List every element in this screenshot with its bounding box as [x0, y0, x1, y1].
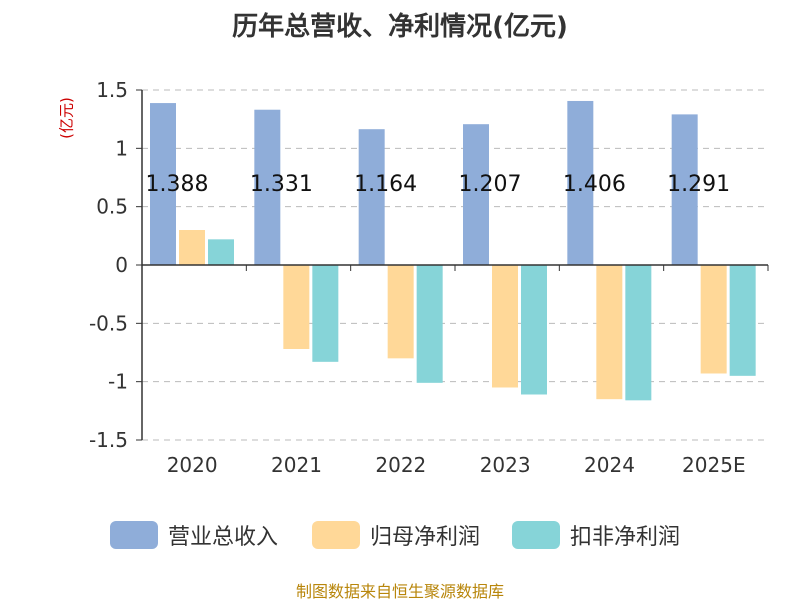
legend-swatch-deducted-profit: [512, 521, 560, 549]
bar-deducted-profit-2020: [208, 239, 234, 265]
bar-net-profit-2023: [492, 265, 518, 388]
y-tick-label: 1: [115, 136, 128, 160]
y-tick-label: 1.5: [96, 78, 128, 102]
data-label: 1.291: [667, 172, 730, 197]
legend-swatch-net-profit: [312, 521, 360, 549]
bar-deducted-profit-2025E: [729, 265, 756, 376]
legend: 营业总收入 归母净利润 扣非净利润: [0, 520, 800, 550]
bar-revenue-2024: [567, 100, 594, 265]
legend-label-deducted-profit: 扣非净利润: [570, 525, 681, 550]
y-tick-label: -1: [108, 370, 128, 394]
y-tick-label: -0.5: [89, 311, 128, 335]
bar-net-profit-2021: [283, 265, 310, 349]
y-tick-label: 0: [115, 253, 128, 277]
data-label: 1.331: [250, 172, 313, 197]
data-source-note: 制图数据来自恒生聚源数据库: [295, 582, 504, 601]
bar-revenue-2025E: [671, 114, 698, 265]
legend-label-net-profit: 归母净利润: [370, 525, 481, 550]
legend-swatch-revenue: [110, 521, 158, 549]
data-label: 1.388: [146, 172, 209, 197]
legend-item-revenue[interactable]: 营业总收入: [110, 520, 278, 550]
bar-revenue-2020: [150, 103, 176, 265]
x-tick-label: 2025E: [682, 453, 746, 477]
bar-revenue-2023: [463, 124, 489, 265]
legend-item-deducted-profit[interactable]: 扣非净利润: [512, 520, 680, 550]
data-label: 1.207: [459, 172, 522, 197]
x-tick-label: 2020: [167, 453, 218, 477]
chart-title: 历年总营收、净利情况(亿元): [232, 12, 568, 42]
bar-net-profit-2024: [596, 265, 623, 400]
bar-deducted-profit-2022: [416, 265, 443, 383]
x-tick-label: 2021: [271, 453, 322, 477]
data-label: 1.164: [354, 172, 417, 197]
data-label: 1.406: [563, 172, 626, 197]
legend-label-revenue: 营业总收入: [168, 525, 279, 550]
x-tick-label: 2023: [480, 453, 531, 477]
legend-item-net-profit[interactable]: 归母净利润: [312, 520, 480, 550]
x-tick-label: 2024: [584, 453, 635, 477]
y-tick-label: -1.5: [89, 428, 128, 452]
bar-net-profit-2022: [387, 265, 414, 359]
bar-deducted-profit-2023: [521, 265, 547, 395]
bar-revenue-2022: [358, 129, 385, 265]
bar-deducted-profit-2024: [625, 265, 652, 401]
y-tick-label: 0.5: [96, 195, 128, 219]
bar-deducted-profit-2021: [312, 265, 339, 362]
bar-revenue-2021: [254, 109, 281, 265]
x-tick-label: 2022: [375, 453, 426, 477]
bar-net-profit-2025E: [700, 265, 727, 374]
bar-net-profit-2020: [179, 230, 205, 265]
